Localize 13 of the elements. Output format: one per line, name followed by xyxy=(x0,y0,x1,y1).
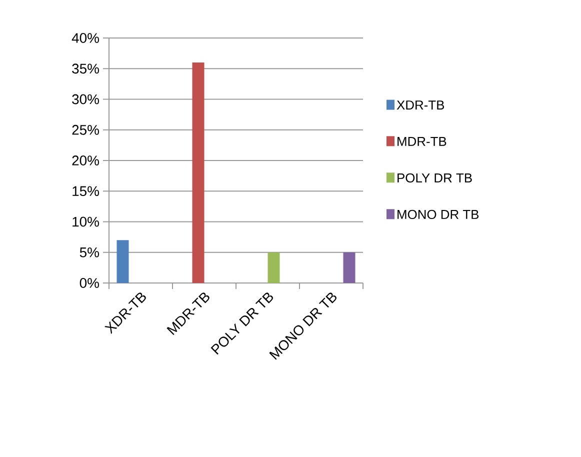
legend-label: XDR-TB xyxy=(396,100,444,110)
y-tick-label: 35% xyxy=(72,64,99,74)
y-tick-label: 5% xyxy=(80,247,99,258)
y-tick-label: 10% xyxy=(72,216,99,227)
y-tick-label: 0% xyxy=(80,278,99,288)
y-tick-label: 40% xyxy=(72,33,99,43)
legend-label: MDR-TB xyxy=(398,136,446,146)
y-tick-label: 15% xyxy=(72,186,99,196)
y-tick-label: 25% xyxy=(72,124,99,135)
y-tick-label: 30% xyxy=(72,94,99,104)
legend-label: POLY DR TB xyxy=(398,173,472,183)
y-tick-label: 20% xyxy=(72,156,99,166)
legend-label: MONO DR TB xyxy=(398,210,479,220)
